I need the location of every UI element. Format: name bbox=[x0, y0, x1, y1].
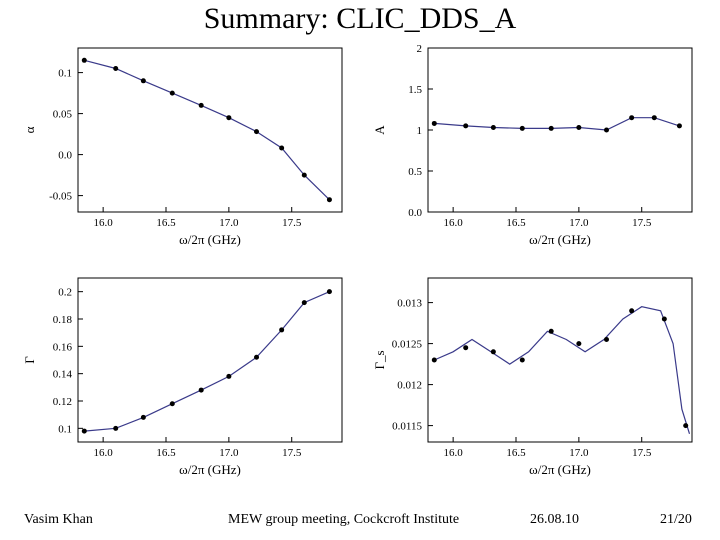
svg-text:16.5: 16.5 bbox=[506, 447, 526, 459]
footer-date: 26.08.10 bbox=[530, 512, 579, 528]
svg-text:0.12: 0.12 bbox=[53, 396, 72, 408]
svg-text:0.18: 0.18 bbox=[53, 314, 73, 326]
svg-text:A: A bbox=[372, 125, 387, 135]
svg-text:Γ_s: Γ_s bbox=[372, 350, 387, 369]
svg-text:1.5: 1.5 bbox=[408, 84, 422, 96]
chart-gamma: 16.0 16.5 17.0 17.5 0.1 0.12 0.14 0.16 0.18 0.2 ω/… bbox=[20, 270, 350, 480]
chart-gammas: 16.0 16.5 17.0 17.5 0.0115 0.012 0.0125 0.013 ω/… bbox=[370, 270, 700, 480]
svg-text:0.012: 0.012 bbox=[397, 380, 422, 392]
svg-text:17.5: 17.5 bbox=[282, 447, 302, 459]
footer-meeting: MEW group meeting, Cockcroft Institute bbox=[228, 512, 459, 528]
svg-text:0.0125: 0.0125 bbox=[392, 339, 423, 351]
svg-text:17.0: 17.0 bbox=[219, 447, 239, 459]
svg-text:2: 2 bbox=[417, 43, 423, 55]
svg-text:16.5: 16.5 bbox=[156, 447, 176, 459]
svg-text:ω/2π (GHz): ω/2π (GHz) bbox=[179, 462, 241, 477]
svg-text:ω/2π (GHz): ω/2π (GHz) bbox=[179, 232, 241, 247]
svg-text:17.5: 17.5 bbox=[282, 217, 302, 229]
chart-alpha: 16.0 16.5 17.0 17.5 -0.05 0.0 0.05 0.1 ω/2π (GHz… bbox=[20, 40, 350, 250]
svg-text:16.0: 16.0 bbox=[444, 447, 464, 459]
svg-text:ω/2π (GHz): ω/2π (GHz) bbox=[529, 232, 591, 247]
svg-text:0.14: 0.14 bbox=[53, 369, 73, 381]
svg-text:α: α bbox=[22, 126, 37, 133]
footer: Vasim Khan MEW group meeting, Cockcroft … bbox=[0, 512, 720, 532]
svg-text:0.0: 0.0 bbox=[58, 150, 72, 162]
svg-text:0.05: 0.05 bbox=[53, 109, 73, 121]
svg-text:16.0: 16.0 bbox=[94, 447, 114, 459]
svg-text:16.5: 16.5 bbox=[156, 217, 176, 229]
svg-text:17.5: 17.5 bbox=[632, 447, 652, 459]
svg-text:16.5: 16.5 bbox=[506, 217, 526, 229]
footer-page: 21/20 bbox=[660, 512, 692, 528]
svg-text:0.013: 0.013 bbox=[397, 298, 422, 310]
svg-text:ω/2π (GHz): ω/2π (GHz) bbox=[529, 462, 591, 477]
svg-text:17.0: 17.0 bbox=[569, 447, 589, 459]
svg-text:16.0: 16.0 bbox=[444, 217, 464, 229]
svg-text:16.0: 16.0 bbox=[94, 217, 114, 229]
page-title: Summary: CLIC_DDS_A bbox=[0, 2, 720, 36]
svg-text:0.1: 0.1 bbox=[58, 68, 72, 80]
svg-text:0.0: 0.0 bbox=[408, 207, 422, 219]
svg-text:-0.05: -0.05 bbox=[49, 191, 72, 203]
svg-text:0.1: 0.1 bbox=[58, 423, 72, 435]
footer-author: Vasim Khan bbox=[24, 512, 93, 528]
svg-text:0.5: 0.5 bbox=[408, 166, 422, 178]
svg-text:0.0115: 0.0115 bbox=[392, 421, 422, 433]
svg-text:17.0: 17.0 bbox=[219, 217, 239, 229]
chart-a: 16.0 16.5 17.0 17.5 0.0 0.5 1 1.5 2 ω/2π (GHz) A bbox=[370, 40, 700, 250]
svg-text:Γ: Γ bbox=[22, 356, 37, 364]
svg-text:17.0: 17.0 bbox=[569, 217, 589, 229]
svg-text:1: 1 bbox=[417, 125, 423, 137]
svg-text:17.5: 17.5 bbox=[632, 217, 652, 229]
svg-text:0.16: 0.16 bbox=[53, 341, 73, 353]
svg-text:0.2: 0.2 bbox=[58, 287, 72, 299]
